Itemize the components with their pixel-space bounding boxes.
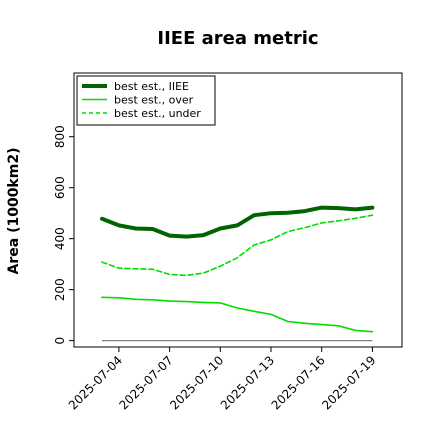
x-tick-label-5: 2025-07-19 (319, 353, 378, 412)
y-tick-label-1: 200 (53, 278, 67, 301)
plot-area (73, 72, 403, 348)
legend-label-1: best est., over (114, 94, 194, 107)
y-tick-label-0: 0 (53, 337, 67, 345)
legend-label-0: best est., IIEE (114, 80, 189, 93)
y-tick-label-2: 400 (53, 227, 67, 250)
series-line-0 (100, 205, 375, 239)
legend-label-2: best est., under (114, 107, 201, 120)
plot-layer (100, 205, 375, 342)
y-axis-label: Area (1000km2) (6, 148, 22, 275)
series-line-2 (101, 214, 374, 277)
series-line-1 (101, 296, 374, 333)
y-tick-label-4: 800 (53, 125, 67, 148)
y-tick-label-3: 600 (53, 176, 67, 199)
chart-title: IIEE area metric (157, 28, 318, 49)
